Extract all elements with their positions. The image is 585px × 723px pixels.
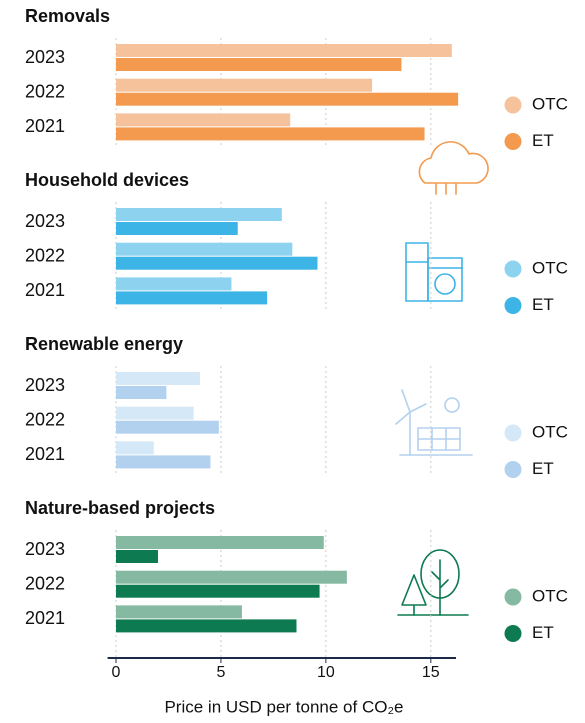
legend-swatch xyxy=(504,297,522,314)
category-label: 2021 xyxy=(25,444,65,464)
bar xyxy=(115,372,200,385)
legend-swatch xyxy=(504,96,522,114)
x-axis-label: Price in USD per tonne of CO₂e xyxy=(164,697,403,716)
legend-label: ET xyxy=(532,459,554,478)
category-label: 2023 xyxy=(25,375,65,395)
bar xyxy=(115,406,194,420)
legend-label: OTC xyxy=(532,586,568,605)
bar xyxy=(115,570,347,584)
bar xyxy=(115,420,219,434)
bar xyxy=(115,113,291,127)
category-label: 2022 xyxy=(25,81,65,101)
bar xyxy=(115,58,402,71)
legend-label: ET xyxy=(532,295,554,314)
bar xyxy=(115,222,238,235)
legend-swatch xyxy=(504,260,522,278)
bar xyxy=(115,242,293,256)
legend-label: OTC xyxy=(532,422,568,441)
category-label: 2023 xyxy=(25,211,65,231)
category-label: 2022 xyxy=(25,409,65,429)
bar xyxy=(115,92,459,106)
x-tick-label: 5 xyxy=(216,664,225,681)
legend-label: ET xyxy=(532,623,554,642)
bar xyxy=(115,256,318,270)
category-label: 2021 xyxy=(25,116,65,136)
bar xyxy=(115,550,158,563)
category-label: 2021 xyxy=(25,608,65,628)
legend-label: OTC xyxy=(532,94,568,113)
bar xyxy=(115,441,154,455)
legend-swatch xyxy=(504,625,522,642)
legend-label: ET xyxy=(532,131,554,150)
category-label: 2022 xyxy=(25,245,65,265)
category-label: 2023 xyxy=(25,47,65,67)
panel-title: Household devices xyxy=(25,170,189,190)
bar xyxy=(115,455,211,469)
x-tick-label: 10 xyxy=(317,664,335,681)
bar xyxy=(115,208,282,221)
bar xyxy=(115,44,452,57)
category-label: 2021 xyxy=(25,280,65,300)
panel-title: Renewable energy xyxy=(25,334,183,354)
bar xyxy=(115,277,232,291)
bar xyxy=(115,386,167,399)
bar xyxy=(115,127,425,141)
legend-label: OTC xyxy=(532,258,568,277)
bar xyxy=(115,78,373,92)
bar xyxy=(115,584,320,598)
category-label: 2022 xyxy=(25,573,65,593)
icon-renewable xyxy=(395,389,473,456)
panel-title: Nature-based projects xyxy=(25,498,215,518)
legend-swatch xyxy=(504,424,522,442)
x-tick-label: 15 xyxy=(422,664,440,681)
bar xyxy=(115,536,324,549)
icon-trees xyxy=(397,549,469,616)
bar xyxy=(115,291,268,305)
legend-swatch xyxy=(504,588,522,606)
bar xyxy=(115,605,242,619)
legend-swatch xyxy=(504,133,522,150)
bar xyxy=(115,619,297,633)
icon-appliances xyxy=(405,242,463,302)
panel-title: Removals xyxy=(25,6,110,26)
legend-swatch xyxy=(504,461,522,478)
category-label: 2023 xyxy=(25,539,65,559)
x-tick-label: 0 xyxy=(112,664,121,681)
icon-cloud xyxy=(418,141,489,195)
